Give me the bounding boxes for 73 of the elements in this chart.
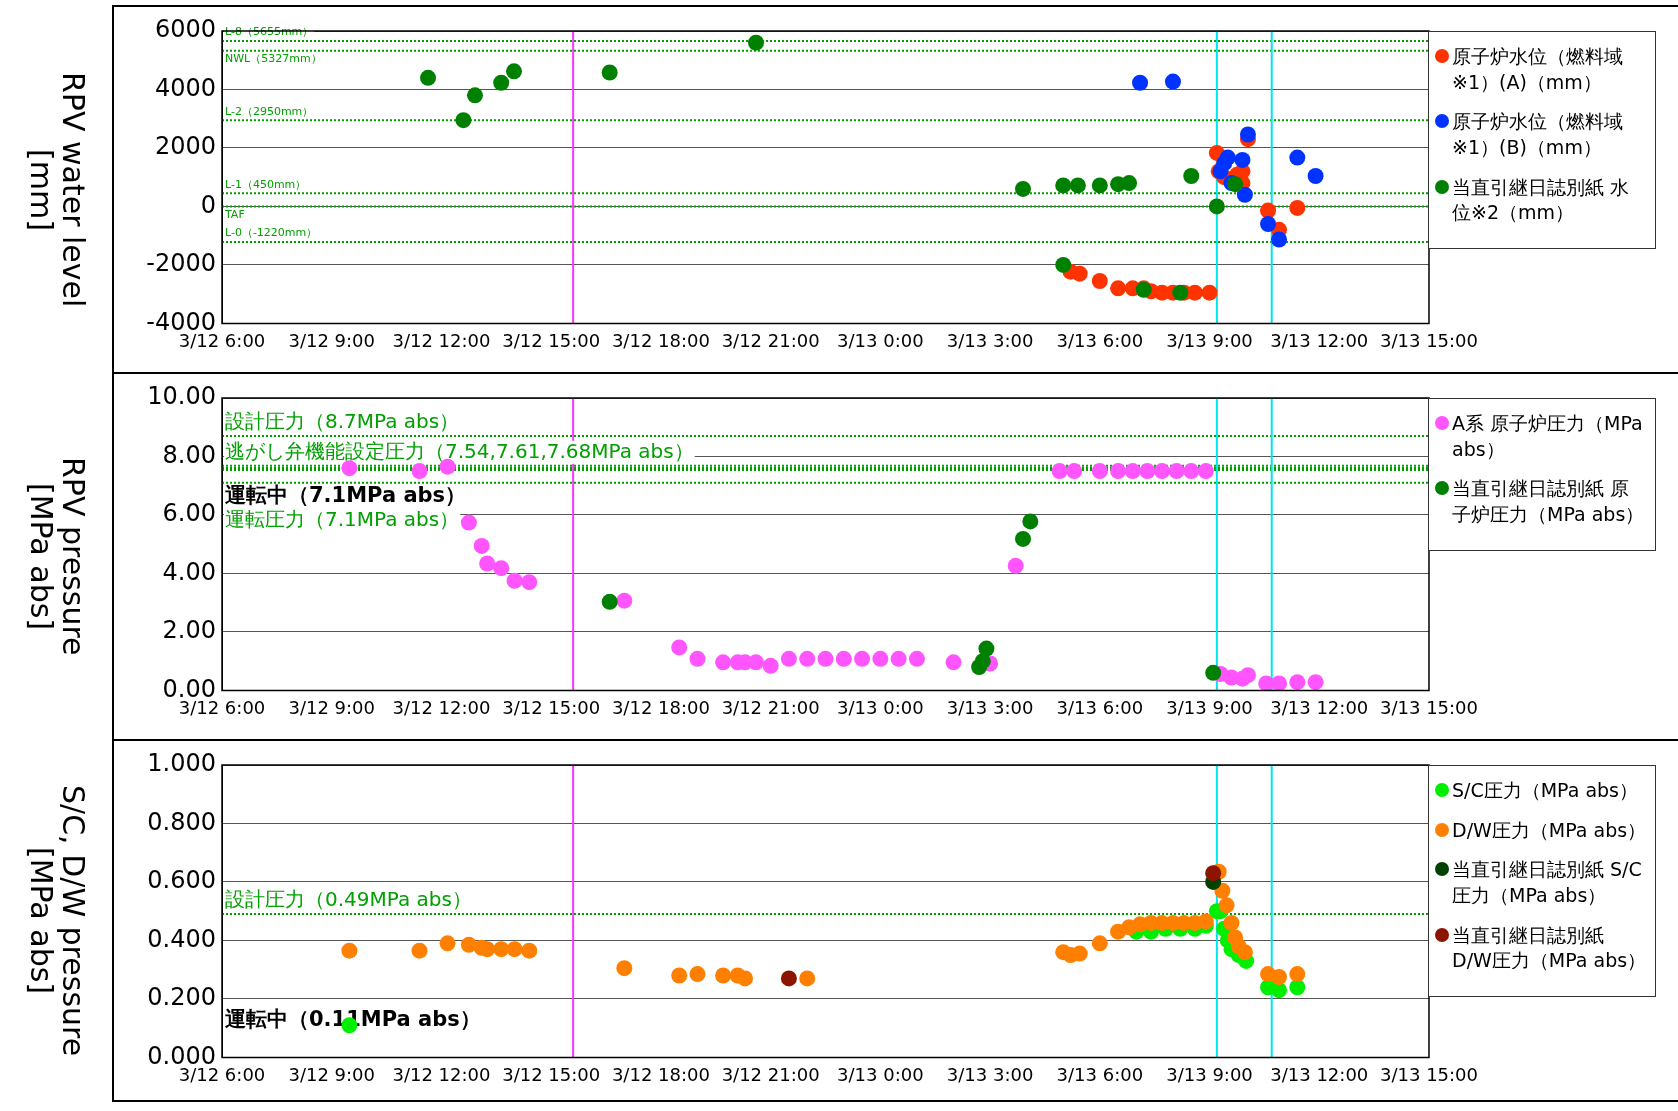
ref-line-label: 運転圧力（7.1MPa abs）	[225, 507, 460, 531]
x-tick-label: 3/13 0:00	[837, 1063, 924, 1085]
x-tick-label: 3/12 15:00	[502, 1063, 601, 1085]
legend-label: 当直引継日誌別紙 原子炉圧力（MPa abs）	[1452, 476, 1646, 527]
x-tick-label: 3/12 9:00	[288, 1063, 376, 1085]
y-tick-label: 4.00	[162, 557, 216, 586]
x-tick-label: 3/13 9:00	[1166, 1063, 1253, 1085]
x-tick-label: 3/13 3:00	[946, 696, 1034, 718]
y-axis-title: RPV pressure [MPa abs]	[24, 457, 91, 656]
x-tick-label: 3/12 12:00	[392, 696, 491, 718]
x-tick-label: 3/12 9:00	[288, 329, 376, 351]
y-tick-label: -2000	[146, 249, 216, 278]
ref-line-label: L-2（2950mm）	[225, 104, 314, 118]
y-tick-label: 2.00	[162, 616, 216, 645]
ref-line-label: 設計圧力（0.49MPa abs）	[225, 887, 472, 912]
x-tick-label: 3/13 15:00	[1379, 1063, 1478, 1085]
x-tick-label: 3/13 9:00	[1166, 329, 1253, 351]
x-tick-label: 3/12 12:00	[392, 329, 491, 351]
ref-line-label: 逃がし弁機能設定圧力（7.54,7.61,7.68MPa abs）	[225, 439, 694, 464]
legend-label: A系 原子炉圧力（MPa abs）	[1452, 411, 1644, 462]
x-tick-label: 3/12 21:00	[721, 329, 820, 351]
y-axis-title: RPV water level [mm]	[24, 71, 91, 308]
ref-line-label: L-0（-1220mm）	[225, 226, 318, 240]
ref-line-label: 設計圧力（8.7MPa abs）	[225, 409, 460, 434]
y-tick-label: 4000	[154, 73, 216, 102]
x-tick-label: 3/12 18:00	[611, 329, 710, 351]
x-tick-label: 3/12 21:00	[721, 1063, 820, 1085]
x-tick-label: 3/13 9:00	[1166, 696, 1253, 718]
x-tick-label: 3/13 0:00	[837, 696, 924, 718]
x-tick-label: 3/13 15:00	[1379, 329, 1478, 351]
legend-label: 原子炉水位（燃料域※1）(A)（mm）	[1452, 44, 1624, 95]
y-tick-label: 6000	[154, 15, 216, 44]
annotation: 運転中（7.1MPa abs）	[225, 482, 467, 507]
x-tick-label: 3/12 6:00	[178, 1063, 266, 1085]
legend-label: 当直引継日誌別紙 水位※2（mm）	[1452, 174, 1631, 226]
x-tick-label: 3/13 0:00	[837, 329, 924, 351]
x-tick-label: 3/12 15:00	[502, 696, 601, 718]
y-tick-label: 0.800	[147, 807, 216, 836]
y-tick-label: 2000	[154, 132, 216, 161]
x-tick-label: 3/13 15:00	[1379, 696, 1478, 718]
y-tick-label: 1.000	[147, 749, 216, 778]
y-tick-label: 0	[200, 190, 216, 219]
x-tick-label: 3/13 12:00	[1270, 696, 1369, 718]
legend-label: 当直引継日誌別紙 S/C圧力（MPa abs）	[1452, 857, 1643, 908]
x-tick-label: 3/12 15:00	[502, 329, 601, 351]
y-tick-label: 0.600	[147, 866, 216, 895]
x-tick-label: 3/12 21:00	[721, 696, 820, 718]
y-tick-label: 10.00	[147, 382, 216, 411]
x-tick-label: 3/12 6:00	[178, 329, 266, 351]
x-tick-label: 3/12 6:00	[178, 696, 266, 718]
y-tick-label: 8.00	[162, 440, 216, 469]
legend-label: 原子炉水位（燃料域※1）(B)（mm）	[1452, 109, 1624, 160]
x-tick-label: 3/13 6:00	[1056, 696, 1144, 718]
legend-label: D/W圧力（MPa abs）	[1452, 817, 1647, 843]
legend-label: 当直引継日誌別紙 D/W圧力（MPa abs）	[1452, 922, 1647, 974]
x-tick-label: 3/13 3:00	[946, 1063, 1034, 1085]
x-tick-label: 3/12 9:00	[288, 696, 376, 718]
y-axis-title: S/C, D/W pressure [MPa abs]	[24, 784, 91, 1057]
x-tick-label: 3/13 6:00	[1056, 1063, 1144, 1085]
y-tick-label: 6.00	[162, 499, 216, 528]
x-tick-label: 3/12 12:00	[392, 1063, 491, 1085]
ref-line-label: TAF	[224, 207, 245, 221]
ref-line-label: L-1（450mm）	[225, 177, 307, 191]
legend-label: S/C圧力（MPa abs）	[1452, 778, 1639, 803]
x-tick-label: 3/13 12:00	[1270, 329, 1369, 351]
y-tick-label: 0.400	[147, 924, 216, 953]
x-tick-label: 3/12 18:00	[611, 696, 710, 718]
x-tick-label: 3/13 3:00	[946, 329, 1034, 351]
y-tick-label: 0.200	[147, 983, 216, 1012]
ref-line-label: NWL（5327mm）	[225, 52, 322, 66]
x-tick-label: 3/12 18:00	[611, 1063, 710, 1085]
x-tick-label: 3/13 12:00	[1270, 1063, 1369, 1085]
x-tick-label: 3/13 6:00	[1056, 329, 1144, 351]
